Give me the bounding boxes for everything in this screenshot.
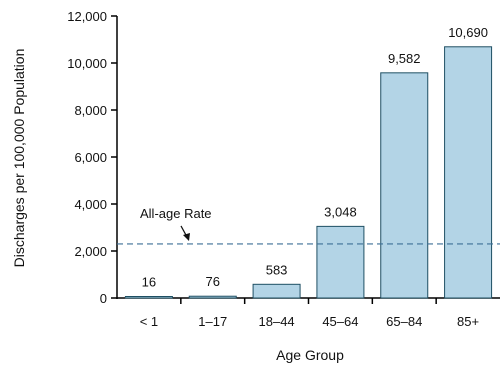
x-tick-label: 18–44 xyxy=(259,314,295,329)
data-label: 9,582 xyxy=(388,51,421,66)
y-tick-label: 4,000 xyxy=(74,197,107,212)
data-labels: 16 76 583 3,048 9,582 10,690 xyxy=(142,25,488,290)
reference-arrow-head xyxy=(183,232,190,241)
y-tick-label: 12,000 xyxy=(67,9,107,24)
bar xyxy=(188,295,237,299)
x-axis-title: Age Group xyxy=(276,347,344,363)
reference-line-group: All-age Rate xyxy=(117,206,500,245)
x-tick-label: 45–64 xyxy=(322,314,358,329)
data-label: 16 xyxy=(142,275,156,290)
bar xyxy=(252,283,301,299)
x-tick-label: 85+ xyxy=(457,314,479,329)
data-label: 3,048 xyxy=(324,204,357,219)
bar xyxy=(124,296,173,299)
y-tick-label: 2,000 xyxy=(74,244,107,259)
bar xyxy=(380,72,429,299)
y-axis: 0 2,000 4,000 6,000 8,000 10,000 12,000 xyxy=(67,9,118,306)
x-tick-label: 1–17 xyxy=(198,314,227,329)
y-tick-label: 6,000 xyxy=(74,150,107,165)
x-axis: < 1 1–17 18–44 45–64 65–84 85+ xyxy=(117,297,500,329)
x-tick-label: 65–84 xyxy=(386,314,422,329)
reference-line-label: All-age Rate xyxy=(140,206,212,221)
y-tick-label: 8,000 xyxy=(74,103,107,118)
bars xyxy=(124,46,493,299)
data-label: 583 xyxy=(266,262,288,277)
bar xyxy=(444,46,493,299)
y-axis-title: Discharges per 100,000 Population xyxy=(11,49,27,268)
y-tick-label: 0 xyxy=(100,291,107,306)
bar xyxy=(316,225,365,299)
y-tick-label: 10,000 xyxy=(67,56,107,71)
data-label: 10,690 xyxy=(448,25,488,40)
data-label: 76 xyxy=(206,274,220,289)
x-tick-label: < 1 xyxy=(140,314,158,329)
